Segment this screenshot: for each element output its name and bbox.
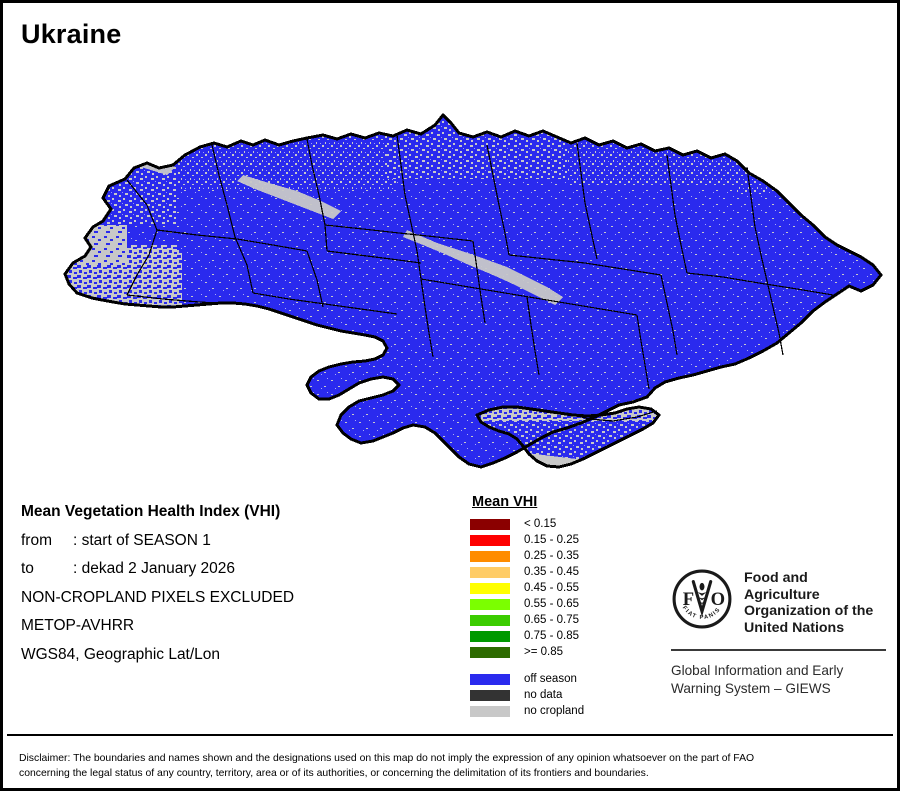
legend-label: 0.55 - 0.65 [524, 598, 579, 611]
legend-label: 0.25 - 0.35 [524, 550, 579, 563]
fao-logo-icon: F O FIAT PANIS [672, 569, 732, 629]
legend-swatch [470, 706, 510, 718]
svg-text:F: F [683, 589, 694, 610]
legend-label: 0.35 - 0.45 [524, 566, 579, 579]
legend-gap [470, 661, 650, 672]
disclaimer-divider [7, 734, 893, 736]
legend-label: 0.75 - 0.85 [524, 630, 579, 643]
giews-line1: Global Information and Early [671, 663, 844, 678]
legend-swatch [470, 647, 510, 659]
legend-swatch [470, 599, 510, 611]
disclaimer-line2: concerning the legal status of any count… [19, 768, 649, 779]
legend-label: off season [524, 673, 577, 686]
legend-item[interactable]: 0.75 - 0.85 [470, 629, 650, 645]
fao-organization-name: Food and Agriculture Organization of the… [744, 568, 886, 636]
national-border [63, 113, 883, 469]
info-cropland-note: NON-CROPLAND PIXELS EXCLUDED [21, 588, 295, 606]
map-info-block: Mean Vegetation Health Index (VHI) from:… [21, 498, 451, 669]
legend-title: Mean VHI [472, 494, 538, 510]
info-to-value: dekad 2 January 2026 [81, 560, 236, 577]
legend-swatch [470, 674, 510, 686]
legend-label: no data [524, 689, 563, 702]
legend-swatch [470, 690, 510, 702]
giews-line2: Warning System – GIEWS [671, 681, 831, 696]
legend-item[interactable]: 0.45 - 0.55 [470, 581, 650, 597]
legend-item[interactable]: 0.65 - 0.75 [470, 613, 650, 629]
legend-label: >= 0.85 [524, 646, 564, 659]
page-title: Ukraine [21, 19, 122, 49]
legend-item[interactable]: 0.35 - 0.45 [470, 565, 650, 581]
legend-label: no cropland [524, 705, 585, 718]
map-canvas[interactable] [7, 55, 897, 475]
legend-swatch [470, 551, 510, 563]
legend-swatch [470, 631, 510, 643]
svg-text:O: O [711, 589, 725, 610]
giews-program-name: Global Information and Early Warning Sys… [671, 662, 886, 698]
legend-swatch [470, 535, 510, 547]
legend-item[interactable]: >= 0.85 [470, 645, 650, 661]
info-from-row: from: start of SEASON 1 [21, 527, 451, 556]
info-to-key: to [21, 560, 34, 577]
fao-org-line1: Food and Agriculture [744, 570, 820, 603]
legend-item[interactable]: 0.15 - 0.25 [470, 533, 650, 549]
legend-item-no-cropland[interactable]: no cropland [470, 704, 650, 720]
legend-item[interactable]: 0.55 - 0.65 [470, 597, 650, 613]
info-sensor-note: METOP-AVHRR [21, 617, 135, 634]
info-from-key: from [21, 531, 52, 549]
info-projection-note: WGS84, Geographic Lat/Lon [21, 645, 221, 663]
legend-swatch [470, 567, 510, 579]
legend-item-no-data[interactable]: no data [470, 688, 650, 704]
fao-org-line2: Organization of the [744, 603, 874, 619]
info-heading: Mean Vegetation Health Index (VHI) [21, 503, 281, 520]
info-from-value: start of SEASON 1 [81, 531, 211, 549]
legend-swatch [470, 519, 510, 531]
legend-swatch [470, 615, 510, 627]
fao-org-line3: United Nations [744, 619, 845, 636]
legend-swatch [470, 583, 510, 595]
legend-item-off-season[interactable]: off season [470, 672, 650, 688]
fao-header: F O FIAT PANIS Food and Ag [671, 568, 886, 636]
ukraine-vhi-map[interactable] [7, 55, 897, 475]
info-to-row: to: dekad 2 January 2026 [21, 555, 451, 584]
legend-label: 0.65 - 0.75 [524, 614, 579, 627]
disclaimer: Disclaimer: The boundaries and names sho… [19, 751, 881, 781]
legend: Mean VHI < 0.15 0.15 - 0.25 0.25 - 0.35 … [470, 494, 650, 720]
fao-branding: F O FIAT PANIS Food and Ag [671, 568, 886, 698]
info-to-sep: : [73, 560, 82, 577]
disclaimer-line1: Disclaimer: The boundaries and names sho… [19, 753, 755, 764]
legend-item[interactable]: 0.25 - 0.35 [470, 549, 650, 565]
fao-divider [671, 649, 886, 651]
info-from-sep: : [73, 531, 82, 549]
admin-boundaries [126, 134, 834, 422]
legend-label: 0.45 - 0.55 [524, 582, 579, 595]
legend-item[interactable]: < 0.15 [470, 517, 650, 533]
legend-label: 0.15 - 0.25 [524, 534, 579, 547]
legend-label: < 0.15 [524, 518, 557, 531]
